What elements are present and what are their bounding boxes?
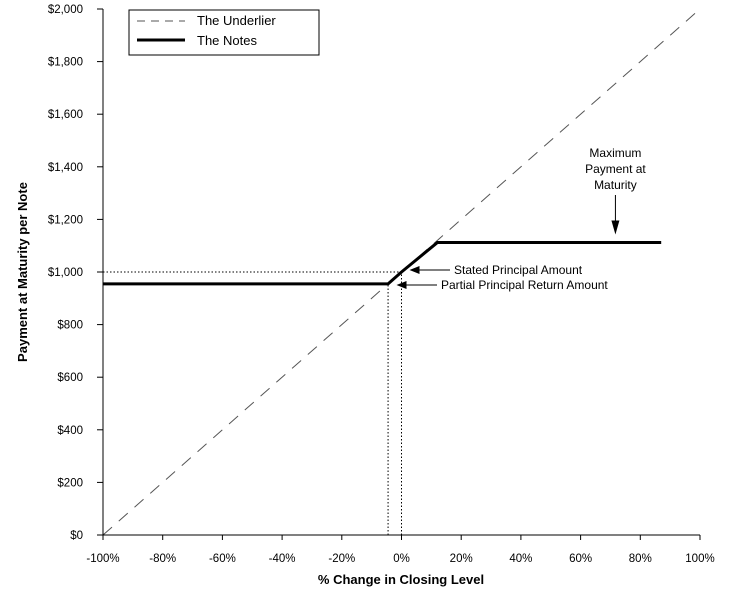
- legend-label-underlier: The Underlier: [197, 13, 276, 28]
- x-tick-label: -100%: [86, 553, 119, 565]
- y-tick-label: $2,000: [48, 4, 83, 16]
- annotation-maximum-payment: Maturity: [594, 178, 637, 192]
- annotation-arrow-head: [396, 281, 407, 289]
- legend: The Underlier The Notes: [128, 9, 320, 56]
- y-tick-label: $200: [57, 477, 83, 489]
- x-tick-label: 0%: [393, 553, 410, 565]
- x-tick-label: -80%: [149, 553, 176, 565]
- annotation-arrow-head: [611, 220, 620, 235]
- legend-box: [128, 9, 320, 56]
- y-tick-label: $1,400: [48, 162, 83, 174]
- y-tick-label: $400: [57, 425, 83, 437]
- y-tick-label: $0: [70, 530, 83, 542]
- annotation-stated-principal: Stated Principal Amount: [454, 263, 583, 277]
- x-tick-label: 40%: [509, 553, 532, 565]
- x-tick-label: 80%: [629, 553, 652, 565]
- x-tick-label: 60%: [569, 553, 592, 565]
- series-line-notes: [103, 241, 662, 286]
- annotation-arrow-head: [409, 266, 420, 274]
- x-ticks: -100% -80% -60% -40% -20% 0% 20% 40% 60% 80% 100%: [86, 535, 715, 565]
- legend-label-notes: The Notes: [197, 33, 257, 48]
- annotation-maximum-payment: Payment at: [585, 162, 646, 176]
- y-tick-label: $1,200: [48, 214, 83, 226]
- annotation-partial-principal: Partial Principal Return Amount: [441, 278, 608, 292]
- x-axis-title: % Change in Closing Level: [318, 572, 484, 587]
- annotation-maximum-payment: Maximum: [589, 146, 641, 160]
- reference-lines: [103, 271, 402, 535]
- x-tick-label: 20%: [450, 553, 473, 565]
- y-ticks: $0 $200 $400 $600 $800 $1,000 $1,200 $1,400 $1,6…: [48, 4, 103, 542]
- y-tick-label: $1,000: [48, 267, 83, 279]
- x-tick-label: -40%: [269, 553, 296, 565]
- y-tick-label: $1,800: [48, 57, 83, 69]
- x-tick-label: -60%: [209, 553, 236, 565]
- x-tick-label: -20%: [328, 553, 355, 565]
- series-lines: [102, 8, 701, 536]
- y-axis-title: Payment at Maturity per Note: [15, 182, 30, 362]
- y-tick-label: $800: [57, 320, 83, 332]
- y-tick-label: $1,600: [48, 109, 83, 121]
- x-tick-label: 100%: [685, 553, 714, 565]
- y-tick-label: $600: [57, 372, 83, 384]
- series-line-underlier: [102, 8, 701, 536]
